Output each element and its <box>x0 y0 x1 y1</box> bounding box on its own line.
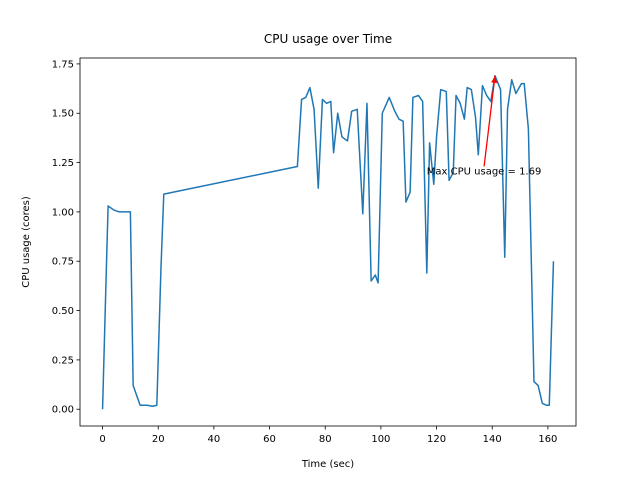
plot-frame <box>79 57 577 427</box>
x-tick-label: 80 <box>319 434 332 445</box>
x-axis-label: Time (sec) <box>301 459 354 470</box>
x-tick-label: 160 <box>538 434 557 445</box>
annotation-arrowhead <box>491 75 498 84</box>
x-tick-label: 140 <box>483 434 502 445</box>
annotation-arrow <box>483 75 496 167</box>
x-tick-label: 120 <box>427 434 446 445</box>
chart-title: CPU usage over Time <box>264 32 392 46</box>
x-tick-label: 40 <box>208 434 221 445</box>
x-tick-label: 20 <box>152 434 165 445</box>
y-tick-label: 1.75 <box>52 59 74 70</box>
y-tick-label: 1.00 <box>52 207 74 218</box>
x-tick-label: 100 <box>371 434 390 445</box>
y-tick-label: 0.00 <box>52 405 74 416</box>
y-tick-label: 1.50 <box>52 109 74 120</box>
x-tick-label: 0 <box>99 434 105 445</box>
y-tick-label: 0.50 <box>52 306 74 317</box>
annotation-text: Max CPU usage = 1.69 <box>427 166 542 177</box>
y-axis-label: CPU usage (cores) <box>21 196 32 288</box>
y-tick-label: 0.25 <box>52 355 74 366</box>
y-tick-label: 0.75 <box>52 257 74 268</box>
data-line <box>101 75 555 410</box>
x-tick-label: 60 <box>263 434 276 445</box>
y-tick-label: 1.25 <box>52 158 74 169</box>
